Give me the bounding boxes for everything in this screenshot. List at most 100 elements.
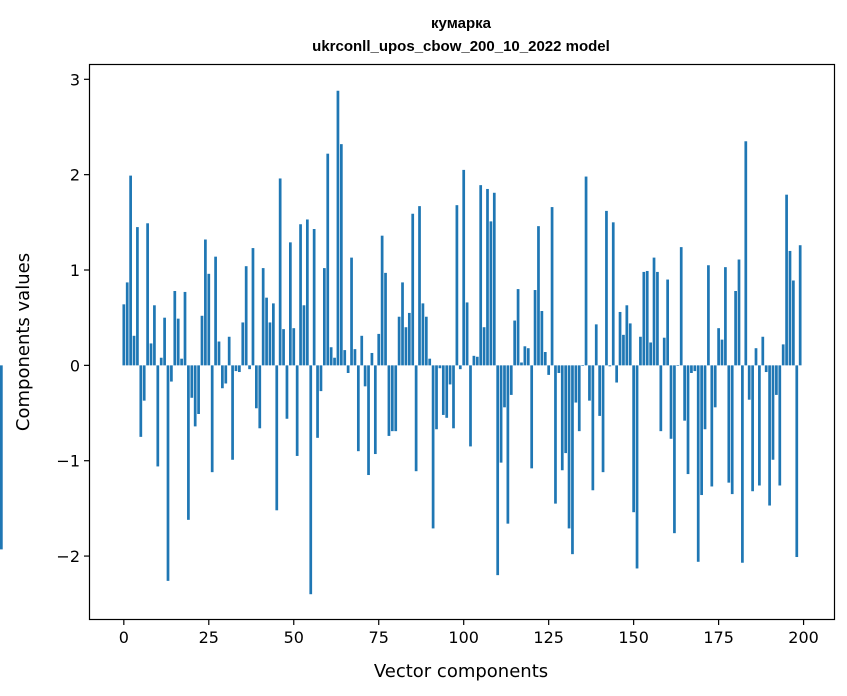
y-tick-label: 0 [70, 356, 80, 375]
bar [601, 365, 605, 473]
bar [221, 365, 224, 389]
bar [309, 365, 313, 595]
bar [360, 335, 364, 366]
bar [598, 365, 602, 416]
bar [197, 365, 200, 414]
bar [418, 206, 421, 366]
bar [795, 365, 799, 558]
bar [0, 365, 3, 550]
bar [588, 365, 591, 401]
bar [282, 329, 285, 366]
bar [244, 266, 248, 366]
bar [458, 365, 462, 370]
bar [649, 342, 652, 366]
bar [149, 343, 153, 366]
bar [411, 213, 415, 366]
bar [554, 365, 557, 504]
bar [741, 365, 744, 563]
bar [472, 355, 476, 366]
bar [387, 365, 391, 436]
bar [326, 153, 330, 366]
bar [234, 365, 238, 372]
x-tick-label: 150 [618, 628, 649, 647]
bar [251, 248, 255, 366]
bar [207, 273, 211, 366]
bar [465, 302, 469, 366]
bar [724, 267, 727, 366]
chart-title-line2: ukrconll_upos_cbow_200_10_2022 model [312, 38, 610, 55]
bar [642, 271, 646, 366]
bar [183, 291, 187, 366]
bar [543, 352, 547, 366]
bar [530, 365, 534, 469]
bar [224, 365, 228, 384]
bar [506, 365, 510, 524]
bar [217, 341, 221, 366]
bar [258, 365, 262, 429]
bar [628, 323, 632, 366]
bar [557, 365, 561, 373]
bar [435, 365, 438, 430]
bar [129, 175, 132, 366]
bar [496, 365, 500, 576]
bar [428, 358, 432, 366]
bar [540, 311, 544, 366]
bar [166, 365, 170, 581]
bar [125, 282, 129, 366]
bar [214, 256, 217, 366]
bar [771, 365, 775, 460]
bar [615, 365, 619, 383]
bar [632, 365, 635, 513]
bar [373, 365, 377, 455]
bars-group [0, 90, 802, 595]
bar [210, 365, 214, 473]
bar [513, 320, 517, 366]
bar [571, 365, 574, 555]
bar [547, 365, 551, 375]
bar [486, 188, 489, 366]
plot-frame [88, 63, 836, 621]
bar [700, 365, 703, 496]
bar [285, 365, 289, 419]
bar [475, 356, 479, 366]
bar [584, 176, 588, 366]
x-axis-label: Vector components [374, 661, 548, 682]
chart-title-line1: кумарка [431, 15, 492, 32]
bar [737, 259, 741, 366]
bar [139, 365, 143, 437]
x-tick-label: 75 [369, 628, 389, 647]
bar [363, 365, 367, 387]
bar [625, 305, 629, 366]
x-axis-ticks: 0 25 50 75 100 125 150 175 200 [119, 619, 819, 647]
bar [146, 223, 149, 366]
bar [577, 365, 581, 432]
bar [499, 365, 503, 463]
bar [659, 365, 663, 432]
bar [751, 365, 754, 492]
y-tick-label: 2 [70, 166, 80, 185]
bar [778, 365, 782, 486]
bar [509, 365, 513, 395]
bar [693, 365, 697, 372]
bar [785, 194, 788, 366]
bar [710, 365, 714, 487]
bar [798, 245, 802, 366]
bar [703, 365, 707, 430]
bar [190, 365, 194, 398]
bar [758, 365, 761, 486]
bar [377, 333, 381, 366]
bar [639, 336, 642, 366]
bar [611, 222, 615, 366]
bar [319, 365, 323, 392]
bar [142, 365, 146, 401]
bar [136, 227, 139, 366]
bar [652, 257, 656, 366]
bar [445, 365, 449, 418]
bar [635, 365, 639, 569]
bar [238, 365, 241, 373]
bar [520, 362, 523, 366]
bar [394, 365, 398, 432]
bar [329, 347, 333, 366]
bar [775, 365, 778, 395]
